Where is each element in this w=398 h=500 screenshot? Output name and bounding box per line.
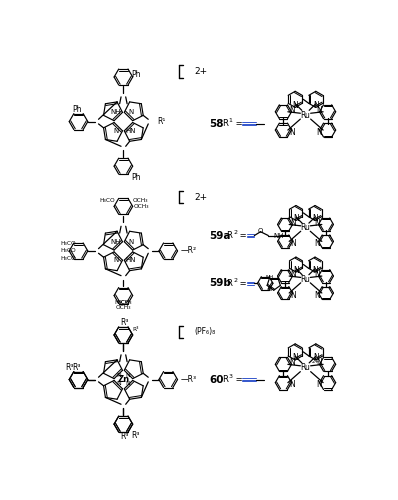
- Text: H₃CO: H₃CO: [60, 248, 76, 254]
- Text: N: N: [292, 354, 298, 362]
- Text: R: R: [222, 375, 228, 384]
- Text: N: N: [129, 238, 134, 244]
- Text: N: N: [113, 128, 118, 134]
- Text: 58: 58: [209, 119, 224, 129]
- Text: =: =: [233, 375, 242, 384]
- Text: N: N: [313, 354, 319, 362]
- Text: 1: 1: [229, 118, 233, 124]
- Text: N: N: [291, 218, 297, 228]
- Text: N: N: [292, 101, 298, 110]
- Text: 60: 60: [209, 374, 224, 384]
- Text: N: N: [316, 380, 322, 390]
- Text: R: R: [226, 231, 232, 240]
- Text: R³: R³: [72, 364, 81, 372]
- Text: H₃CO: H₃CO: [60, 256, 76, 261]
- Text: OCH₃: OCH₃: [132, 198, 148, 203]
- Text: Ru: Ru: [300, 224, 310, 232]
- Text: H₃CO: H₃CO: [114, 300, 130, 304]
- Text: 2+: 2+: [312, 360, 320, 364]
- Text: 2+: 2+: [195, 67, 208, 76]
- Text: N: N: [289, 106, 295, 115]
- Text: N: N: [125, 372, 130, 378]
- Text: H₃CO: H₃CO: [99, 198, 115, 203]
- Text: OCH₃: OCH₃: [117, 300, 133, 304]
- Text: =: =: [237, 231, 247, 240]
- Text: 3: 3: [229, 374, 233, 379]
- Text: R³: R³: [131, 432, 139, 440]
- Text: Ph: Ph: [72, 106, 82, 114]
- Text: Ru: Ru: [300, 275, 310, 284]
- Text: NH: NH: [110, 238, 121, 244]
- Text: =: =: [237, 279, 247, 288]
- Text: N: N: [113, 257, 118, 263]
- Text: N: N: [314, 290, 320, 300]
- Text: O: O: [258, 228, 263, 234]
- Text: N: N: [293, 266, 299, 274]
- Text: R: R: [226, 279, 232, 288]
- Text: N: N: [293, 214, 299, 223]
- Text: R³: R³: [132, 327, 139, 332]
- Text: N: N: [314, 239, 320, 248]
- Text: 2: 2: [233, 278, 238, 282]
- Text: H₃CO: H₃CO: [60, 241, 76, 246]
- Text: N: N: [291, 290, 297, 300]
- Text: OCH₃: OCH₃: [134, 204, 149, 209]
- Text: R³: R³: [65, 363, 74, 372]
- Text: HN: HN: [126, 257, 137, 263]
- Text: NH: NH: [110, 110, 121, 116]
- Text: N: N: [289, 128, 295, 137]
- Text: Ph: Ph: [131, 70, 140, 79]
- Text: 59a: 59a: [209, 230, 231, 240]
- Text: N: N: [129, 110, 134, 116]
- Text: —R³: —R³: [181, 375, 197, 384]
- Text: R³: R³: [121, 318, 129, 328]
- Text: N: N: [291, 239, 297, 248]
- Text: N: N: [312, 266, 318, 274]
- Text: Zn: Zn: [117, 375, 129, 384]
- Text: R³: R³: [121, 432, 129, 440]
- Text: N: N: [117, 382, 121, 386]
- Text: R¹: R¹: [157, 117, 165, 126]
- Text: N: N: [291, 270, 297, 279]
- Text: 59b: 59b: [209, 278, 231, 288]
- Text: OCH₃: OCH₃: [115, 305, 131, 310]
- Text: N: N: [316, 106, 322, 115]
- Text: —R²: —R²: [181, 246, 197, 256]
- Text: =: =: [233, 120, 242, 128]
- Text: N: N: [316, 358, 322, 368]
- Text: N: N: [314, 270, 320, 279]
- Text: Ph: Ph: [131, 174, 140, 182]
- Text: N: N: [289, 380, 295, 390]
- Text: N: N: [312, 214, 318, 223]
- Text: Ru: Ru: [300, 111, 310, 120]
- Text: N: N: [289, 358, 295, 368]
- Text: N: N: [313, 101, 319, 110]
- Text: Ru: Ru: [300, 364, 310, 372]
- Text: NH: NH: [266, 274, 274, 280]
- Text: R: R: [222, 120, 228, 128]
- Text: 2+: 2+: [195, 192, 208, 202]
- Text: 2: 2: [233, 230, 238, 235]
- Text: N: N: [314, 218, 320, 228]
- Text: N: N: [268, 287, 272, 292]
- Text: N: N: [117, 372, 121, 378]
- Text: N: N: [125, 382, 130, 386]
- Text: NH: NH: [274, 232, 284, 238]
- Text: HN: HN: [126, 128, 137, 134]
- Text: (PF₆)₈: (PF₆)₈: [195, 328, 216, 336]
- Text: N: N: [316, 128, 322, 137]
